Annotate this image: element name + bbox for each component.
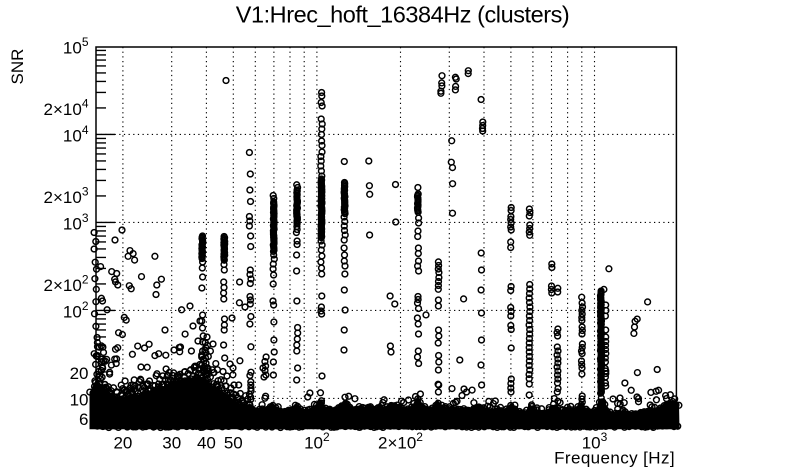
svg-text:20: 20	[70, 364, 89, 383]
svg-text:6: 6	[79, 410, 88, 429]
svg-text:Frequency [Hz]: Frequency [Hz]	[554, 449, 675, 468]
svg-text:20: 20	[113, 433, 132, 452]
svg-text:10: 10	[70, 391, 89, 410]
svg-text:V1:Hrec_hoft_16384Hz (clusters: V1:Hrec_hoft_16384Hz (clusters)	[236, 1, 570, 27]
svg-text:2×102: 2×102	[44, 273, 89, 296]
svg-text:SNR: SNR	[8, 49, 27, 85]
svg-text:2×103: 2×103	[44, 185, 89, 208]
svg-text:50: 50	[224, 433, 243, 452]
svg-text:2×104: 2×104	[44, 97, 89, 120]
svg-text:30: 30	[162, 433, 181, 452]
svg-text:2×102: 2×102	[378, 430, 423, 453]
svg-text:40: 40	[197, 433, 216, 452]
